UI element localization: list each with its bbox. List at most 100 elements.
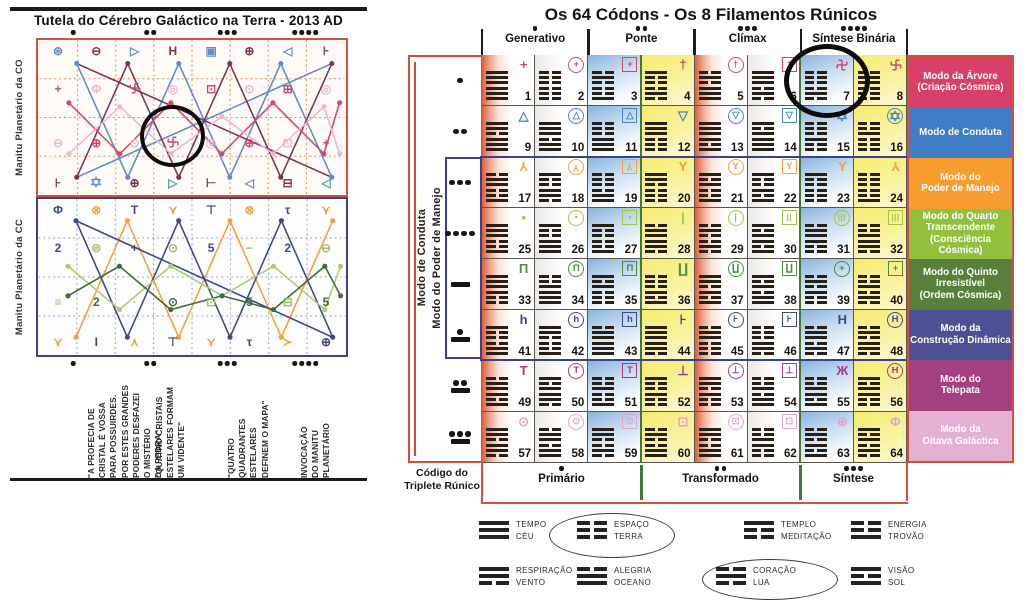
dot <box>457 179 463 186</box>
legend-label: ALEGRIA OCEANO <box>614 565 651 590</box>
hexagram-glyph <box>645 275 668 304</box>
hexagram-line <box>592 137 615 141</box>
codon-symbol <box>887 108 903 124</box>
hexagram-glyph <box>539 71 562 100</box>
legend-item: RESPIRAÇÃO VENTO <box>479 565 572 590</box>
hexagram-line <box>486 178 508 182</box>
hexagram-line <box>751 234 774 238</box>
column-group-header: Generativo <box>482 26 588 45</box>
hexagram-line <box>804 331 827 335</box>
hexagram-line <box>539 301 562 304</box>
hexagram-line <box>698 122 721 126</box>
quote-line: INVOCAÇÃO <box>299 426 309 478</box>
trigram-line <box>716 574 746 578</box>
hexagram-glyph <box>486 173 508 202</box>
codon-symbol: ⊦ <box>679 312 687 327</box>
manitu-cc-panel: Φ ⊗ T ⋎ ⊤ ⊗ τ ⋎ 2 ⊜ + ⊙ 5 − 2 ⊖ ≡ 2 · ⊙ ⊡ 5 ⊟ 5 ⋎ I ⋏ ⊤ ⋎ τ ≻ ⊕ <box>36 197 348 357</box>
hexagram-glyph <box>645 71 668 100</box>
hexagram-glyph <box>804 428 827 457</box>
header-divider <box>693 29 696 55</box>
dot-group <box>635 26 648 31</box>
left-symbol: ⋏ <box>130 335 139 349</box>
hexagram-glyph <box>539 275 562 304</box>
hexagram-glyph <box>592 428 615 457</box>
hexagram-glyph <box>539 326 562 355</box>
hexagram-line <box>857 183 880 187</box>
left-symbol: ◎ <box>167 82 179 96</box>
codon-cell: • 27 <box>588 208 642 259</box>
dot <box>461 380 467 386</box>
hexagram-line <box>539 290 562 294</box>
hexagram-line <box>645 326 668 330</box>
codon-symbol: ⊦ <box>781 312 797 327</box>
hexagram-line <box>645 199 668 202</box>
codon-number: 53 <box>730 397 744 409</box>
hexagram-line <box>592 183 615 187</box>
left-symbol: ⊤ <box>167 335 179 349</box>
hexagram-line <box>698 71 721 75</box>
codon-symbol: ⊥ <box>781 363 797 378</box>
left-symbol: ⊕ <box>244 44 255 58</box>
codon-cell: ⊥ 53 <box>694 361 748 412</box>
quote-dot-marker <box>217 361 237 366</box>
codon-symbol: Y <box>838 159 847 174</box>
hexagram-glyph <box>539 224 562 253</box>
hexagram-line <box>486 341 508 345</box>
hexagram-glyph <box>592 122 615 151</box>
hexagram-line <box>804 443 827 447</box>
codon-number: 28 <box>677 244 691 256</box>
hexagram-line <box>592 290 615 294</box>
left-symbol: ⊡ <box>282 136 293 150</box>
hexagram-line <box>645 336 668 340</box>
hexagram-line <box>486 127 508 131</box>
codon-number: 21 <box>730 193 744 205</box>
codon-number: 46 <box>783 346 797 358</box>
hexagram-line <box>751 290 774 294</box>
codon-number: 34 <box>571 295 585 307</box>
hexagram-line <box>698 173 721 177</box>
codon-symbol: Φ <box>890 414 901 429</box>
mode-label: Modo do Quinto Irresistível (Ordem Cósmica… <box>909 259 1012 310</box>
hexagram-line <box>592 127 615 131</box>
codon-number: 13 <box>730 142 744 154</box>
hexagram-line <box>539 275 562 279</box>
codon-symbol <box>888 57 903 72</box>
symbol-row: ⊦ ⊕ ▷ ⊢ ◁ ⊟ ◁ <box>43 176 341 191</box>
codon-number: 45 <box>730 346 744 358</box>
left-symbol: I <box>94 335 98 349</box>
codon-cell: | 29 <box>694 208 748 259</box>
hexagram-line <box>592 234 615 238</box>
hexagram-line <box>486 142 508 146</box>
triplet-divider <box>799 55 801 463</box>
hexagram-line <box>539 127 562 131</box>
dot <box>858 466 863 471</box>
hexagram-line <box>751 352 774 355</box>
hexagram-line <box>645 234 668 238</box>
hexagram-line <box>539 173 562 177</box>
hexagram-line <box>751 443 774 447</box>
hexagram-glyph <box>645 173 668 202</box>
hexagram-line <box>857 280 880 284</box>
hexagram-line <box>539 295 562 299</box>
quote-line: POR ESTES GRANDES <box>119 385 130 478</box>
hexagram-line <box>539 392 562 396</box>
hexagram-line <box>751 148 774 151</box>
left-symbol: ≻ <box>282 335 293 349</box>
dot-group <box>449 431 471 437</box>
hexagram-glyph <box>486 71 508 100</box>
left-symbol: ⊙ <box>244 82 255 96</box>
hexagram-line <box>486 137 508 141</box>
codon-symbol: • <box>521 210 526 225</box>
hexagram-line <box>751 428 774 432</box>
codon-cell: +3 <box>588 55 642 106</box>
bottom-band-border <box>481 463 483 504</box>
legend-label-line: TROVÃO <box>888 532 925 542</box>
left-symbol: ⊞ <box>282 82 293 96</box>
column-group-label: Ponte <box>625 32 658 45</box>
left-symbol: H <box>168 44 178 58</box>
hexagram-line <box>751 341 774 345</box>
codon-cell: ⊥ 54 <box>747 361 801 412</box>
left-symbol: ◁ <box>321 176 331 190</box>
hexagram-line <box>645 173 668 177</box>
hexagram-line <box>592 76 615 80</box>
